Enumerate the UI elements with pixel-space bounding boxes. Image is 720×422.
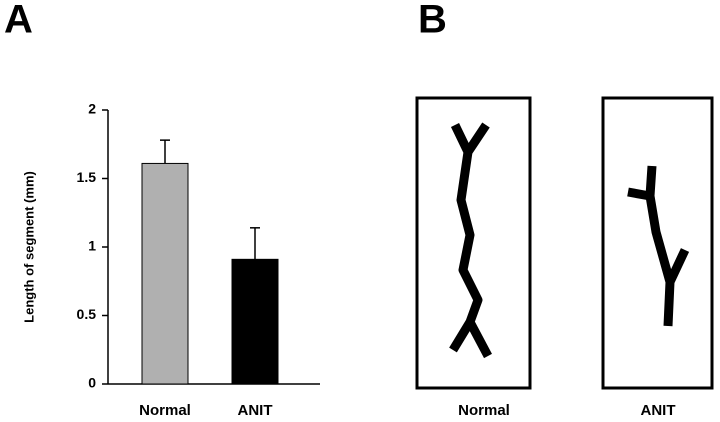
panel-label: A <box>4 0 33 42</box>
image-frame <box>415 96 532 390</box>
vessel-image <box>627 165 690 327</box>
y-tick-label: 1.5 <box>77 169 97 185</box>
x-tick-label: ANIT <box>238 402 273 419</box>
y-tick-label: 2 <box>88 101 96 117</box>
image-label: Normal <box>458 402 510 419</box>
y-tick-label: 0.5 <box>77 306 97 322</box>
vessel-image <box>449 122 492 359</box>
y-tick-label: 0 <box>88 375 96 391</box>
y-axis-label: Length of segment (mm) <box>21 171 36 323</box>
image-panel: Normal <box>415 96 532 419</box>
y-tick-label: 1 <box>88 238 96 254</box>
image-panel: ANIT <box>601 96 714 419</box>
image-frame <box>601 96 714 390</box>
x-tick-label: Normal <box>139 402 191 419</box>
image-label: ANIT <box>641 402 676 419</box>
bar <box>141 162 189 385</box>
panel-label: B <box>418 0 447 42</box>
bar <box>231 258 279 385</box>
